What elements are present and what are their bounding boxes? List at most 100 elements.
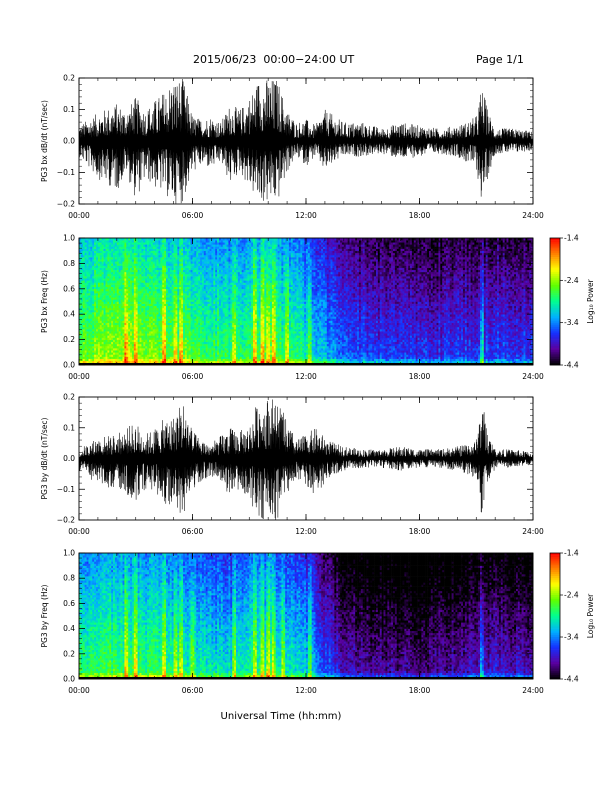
spectrogram-cell bbox=[205, 314, 208, 317]
spectrogram-cell bbox=[171, 307, 174, 311]
spectrogram-cell bbox=[114, 265, 118, 268]
spectrogram-cell bbox=[226, 343, 229, 347]
spectrogram-cell bbox=[126, 318, 129, 321]
spectrogram-cell bbox=[137, 360, 140, 364]
spectrogram-cell bbox=[177, 352, 180, 355]
spectrogram-cell bbox=[169, 254, 172, 258]
spectrogram-cell bbox=[137, 358, 140, 362]
spectrogram-cell bbox=[135, 341, 138, 345]
spectrogram-cell bbox=[175, 248, 178, 251]
spectrogram-cell bbox=[211, 360, 214, 364]
spectrogram-cell bbox=[160, 250, 163, 254]
spectrogram-cell bbox=[96, 288, 99, 292]
spectrogram-cell bbox=[150, 269, 154, 273]
spectrogram-cell bbox=[203, 252, 207, 256]
spectrogram-cell bbox=[143, 280, 146, 283]
spectrogram-cell bbox=[111, 309, 114, 313]
spectrogram-cell bbox=[215, 252, 218, 256]
spectrogram-cell bbox=[156, 246, 159, 249]
spectrogram-cell bbox=[143, 299, 146, 302]
spectrogram-cell bbox=[116, 320, 120, 323]
spectrogram-cell bbox=[86, 345, 89, 349]
spectrogram-cell bbox=[143, 248, 146, 251]
spectrogram-cell bbox=[217, 238, 220, 241]
spectrogram-cell bbox=[143, 360, 146, 364]
spectrogram-cell bbox=[135, 261, 138, 264]
spectrogram-cell bbox=[220, 339, 224, 343]
spectrogram-cell bbox=[167, 360, 171, 364]
spectrogram-cell bbox=[141, 280, 144, 283]
spectrogram-cell bbox=[194, 299, 197, 302]
spectrogram-cell bbox=[186, 331, 190, 334]
spectrogram-cell bbox=[226, 284, 229, 287]
spectrogram-cell bbox=[94, 273, 97, 277]
spectrogram-cell bbox=[103, 320, 106, 323]
spectrogram-cell bbox=[118, 335, 121, 338]
spectrogram-cell bbox=[167, 341, 171, 345]
spectrogram-cell bbox=[92, 316, 95, 319]
spectrogram-cell bbox=[88, 280, 91, 283]
spectrogram-cell bbox=[211, 242, 214, 245]
spectrogram-cell bbox=[173, 314, 176, 317]
spectrogram-cell bbox=[203, 288, 207, 292]
spectrogram-cell bbox=[188, 307, 191, 311]
spectrogram-cell bbox=[130, 293, 133, 296]
spectrogram-cell bbox=[150, 305, 154, 309]
spectrogram-cell bbox=[107, 301, 110, 304]
spectrogram-cell bbox=[105, 288, 108, 292]
spectrogram-cell bbox=[107, 293, 110, 296]
spectrogram-cell bbox=[200, 360, 203, 364]
spectrogram-cell bbox=[84, 329, 87, 332]
spectrogram-cell bbox=[183, 337, 186, 340]
spectrogram-cell bbox=[88, 244, 91, 247]
spectrogram-cell bbox=[101, 284, 104, 287]
spectrogram-cell bbox=[171, 341, 174, 345]
spectrogram-cell bbox=[113, 259, 116, 262]
spectrogram-cell bbox=[101, 360, 104, 364]
spectrogram-cell bbox=[209, 348, 212, 351]
spectrogram-cell bbox=[114, 286, 118, 290]
spectrogram-cell bbox=[203, 299, 207, 302]
spectrogram-cell bbox=[88, 314, 91, 317]
spectrogram-cell bbox=[226, 288, 229, 292]
spectrogram-cell bbox=[173, 271, 176, 275]
spectrogram-cell bbox=[196, 286, 199, 290]
spectrogram-cell bbox=[226, 297, 229, 300]
spectrogram-cell bbox=[82, 257, 85, 260]
spectrogram-cell bbox=[183, 324, 186, 328]
spectrogram-cell bbox=[92, 352, 95, 355]
spectrogram-cell bbox=[175, 280, 178, 283]
spectrogram-cell bbox=[145, 352, 148, 355]
spectrogram-cell bbox=[124, 305, 127, 309]
spectrogram-cell bbox=[194, 350, 197, 353]
spectrogram-cell bbox=[103, 345, 106, 349]
spectrogram-cell bbox=[173, 320, 176, 323]
spectrogram-cell bbox=[130, 348, 133, 351]
spectrogram-cell bbox=[217, 329, 220, 332]
spectrogram-cell bbox=[84, 295, 87, 298]
spectrogram-cell bbox=[203, 254, 207, 258]
spectrogram-cell bbox=[209, 320, 212, 323]
spectrogram-cell bbox=[209, 248, 212, 251]
spectrogram-cell bbox=[183, 261, 186, 264]
spectrogram-cell bbox=[152, 303, 155, 307]
spectrogram-cell bbox=[79, 242, 82, 245]
spectrogram-cell bbox=[147, 326, 150, 330]
spectrogram-cell bbox=[230, 290, 233, 294]
spectrogram-cell bbox=[111, 297, 114, 300]
spectrogram-cell bbox=[175, 252, 178, 256]
spectrogram-cell bbox=[154, 314, 157, 317]
spectrogram-cell bbox=[105, 297, 108, 300]
spectrogram-cell bbox=[126, 305, 129, 309]
spectrogram-cell bbox=[88, 271, 91, 275]
spectrogram-cell bbox=[131, 276, 135, 279]
spectrogram-cell bbox=[230, 343, 233, 347]
spectrogram-cell bbox=[118, 333, 121, 336]
spectrogram-cell bbox=[103, 240, 106, 243]
spectrogram-cell bbox=[205, 354, 208, 357]
spectrogram-cell bbox=[137, 290, 140, 294]
spectrogram-cell bbox=[173, 261, 176, 264]
spectrogram-cell bbox=[201, 273, 205, 277]
spectrogram-cell bbox=[190, 259, 193, 262]
spectrogram-cell bbox=[162, 309, 165, 313]
